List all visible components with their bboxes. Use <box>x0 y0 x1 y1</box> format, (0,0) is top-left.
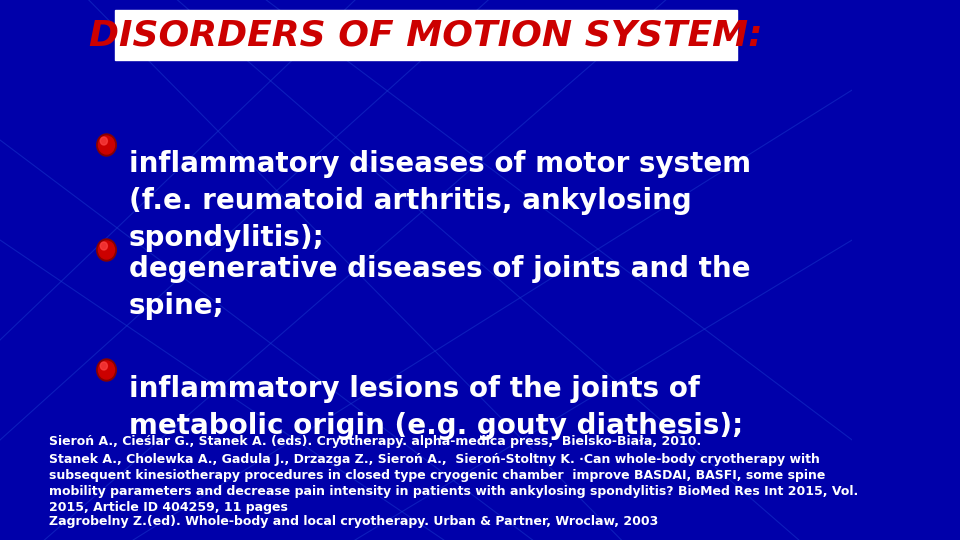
Text: inflammatory diseases of motor system
(f.e. reumatoid arthritis, ankylosing
spon: inflammatory diseases of motor system (f… <box>129 150 751 252</box>
Text: Stanek A., Cholewka A., Gadula J., Drzazga Z., Sieroń A.,  Sieroń-Stoltny K. ·Ca: Stanek A., Cholewka A., Gadula J., Drzaz… <box>49 453 858 514</box>
Circle shape <box>99 361 114 379</box>
Circle shape <box>97 239 116 261</box>
Text: degenerative diseases of joints and the
spine;: degenerative diseases of joints and the … <box>129 255 750 320</box>
Circle shape <box>100 137 108 145</box>
FancyBboxPatch shape <box>115 10 736 60</box>
Circle shape <box>100 242 108 250</box>
Circle shape <box>100 362 108 370</box>
Text: Zagrobelny Z.(ed). Whole-body and local cryotherapy. Urban & Partner, Wroclaw, 2: Zagrobelny Z.(ed). Whole-body and local … <box>49 515 658 528</box>
Text: inflammatory lesions of the joints of
metabolic origin (e.g. gouty diathesis);: inflammatory lesions of the joints of me… <box>129 375 743 440</box>
Circle shape <box>99 241 114 259</box>
Text: DISORDERS OF MOTION SYSTEM:: DISORDERS OF MOTION SYSTEM: <box>89 18 763 52</box>
Circle shape <box>99 136 114 154</box>
Circle shape <box>97 359 116 381</box>
Circle shape <box>97 134 116 156</box>
Text: Sieroń A., Cieślar G., Stanek A. (eds). Cryotherapy. alpha-medica press,  Bielsk: Sieroń A., Cieślar G., Stanek A. (eds). … <box>49 435 701 448</box>
